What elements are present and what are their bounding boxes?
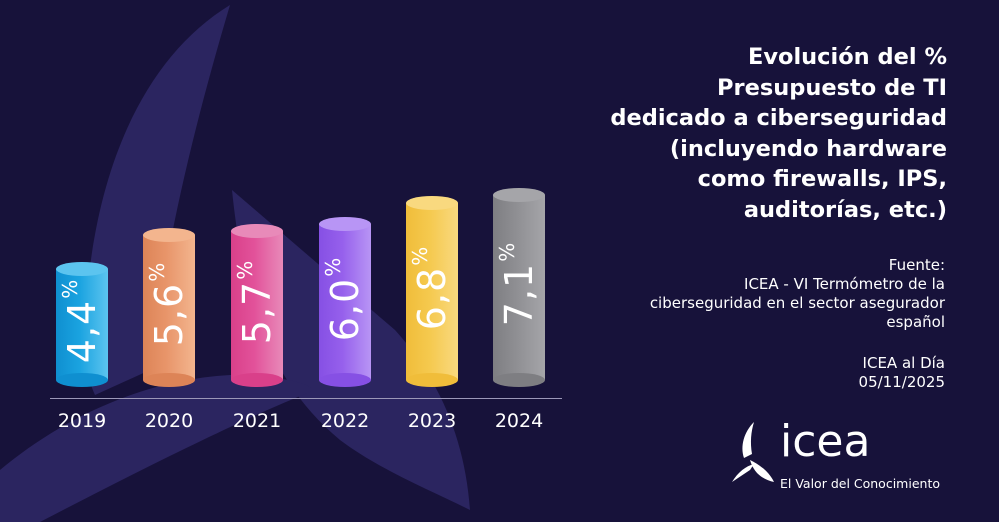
x-axis-label: 2021 [232, 410, 282, 432]
bar-value-label: 7,1% [495, 241, 541, 327]
publication-credit: ICEA al Día 05/11/2025 [859, 354, 945, 392]
bar-2019: 4,4% [56, 262, 108, 387]
source-line: español [886, 313, 945, 331]
title-line: dedicado a ciberseguridad [610, 105, 947, 131]
publication-name: ICEA al Día [862, 354, 945, 372]
publication-date: 05/11/2025 [858, 373, 945, 391]
bar-2021: 5,7% [231, 224, 283, 387]
logo-wordmark: icea [780, 416, 871, 467]
cylinder-body [319, 224, 371, 380]
chart-title: Evolución del % Presupuesto de TI dedica… [527, 42, 947, 225]
cylinder-bottom [143, 373, 195, 387]
source-line: ciberseguridad en el sector asegurador [649, 294, 945, 312]
icea-tri-leaf-icon [732, 422, 774, 482]
x-axis-label: 2022 [320, 410, 370, 432]
cylinder-top [231, 224, 283, 238]
bar-2020: 5,6% [143, 228, 195, 387]
x-axis-label: 2019 [57, 410, 107, 432]
x-axis-label: 2020 [144, 410, 194, 432]
cylinder-body [493, 195, 545, 380]
title-line: como firewalls, IPS, [697, 166, 947, 192]
cylinder-bottom [493, 373, 545, 387]
bar-2022: 6,0% [319, 217, 371, 387]
bar-2023: 6,8% [406, 196, 458, 387]
icea-logo: icea El Valor del Conocimiento [732, 416, 964, 500]
cylinder-bottom [56, 373, 108, 387]
x-axis-line [50, 398, 562, 399]
cylinder-bottom [319, 373, 371, 387]
bar-value-label: 5,6% [145, 261, 191, 347]
cylinder-body [406, 203, 458, 380]
title-line: Presupuesto de TI [717, 74, 947, 101]
bar-2024: 7,1% [493, 188, 545, 387]
cylinder-bottom [406, 373, 458, 387]
cylinder-top [319, 217, 371, 231]
bar-value-label: 6,0% [321, 256, 367, 341]
bar-value-label: 6,8% [408, 245, 454, 331]
cylinder-body [143, 235, 195, 380]
title-line: auditorías, etc.) [743, 196, 947, 223]
cylinder-body [231, 231, 283, 380]
title-line: (incluyendo hardware [669, 135, 947, 162]
source-note: Fuente: ICEA - VI Termómetro de la ciber… [585, 256, 945, 332]
bar-value-label: 4,4% [58, 278, 104, 364]
cylinder-bottom [231, 373, 283, 387]
title-line: Evolución del % [747, 44, 947, 70]
cylinder-body [56, 269, 108, 380]
cylinder-top [493, 188, 545, 202]
cylinder-top [143, 228, 195, 242]
bar-value-label: 5,7% [233, 259, 279, 345]
logo-tagline: El Valor del Conocimiento [780, 476, 940, 491]
source-line: Fuente: [888, 256, 945, 274]
x-axis-label: 2023 [407, 410, 457, 432]
source-line: ICEA - VI Termómetro de la [744, 275, 945, 293]
cylinder-top [406, 196, 458, 210]
cylinder-top [56, 262, 108, 276]
x-axis-label: 2024 [494, 410, 544, 432]
